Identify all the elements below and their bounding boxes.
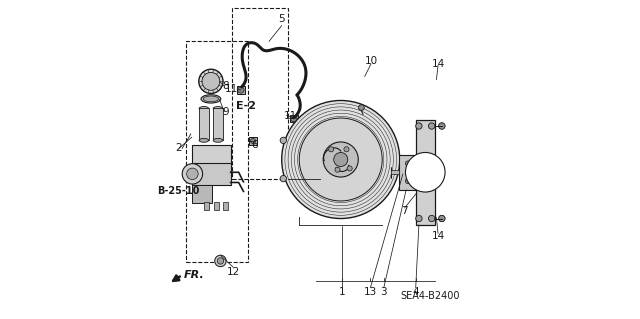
Circle shape <box>291 115 297 122</box>
Circle shape <box>438 123 445 129</box>
Bar <box>232 8 288 179</box>
Circle shape <box>344 147 349 152</box>
Bar <box>199 108 209 140</box>
Ellipse shape <box>204 96 218 102</box>
Circle shape <box>282 100 400 219</box>
Circle shape <box>405 178 410 183</box>
Circle shape <box>438 215 445 222</box>
Circle shape <box>347 166 352 171</box>
Circle shape <box>218 258 223 264</box>
Circle shape <box>416 215 422 222</box>
Circle shape <box>406 152 445 192</box>
Text: E-2: E-2 <box>236 101 256 111</box>
Circle shape <box>428 123 435 129</box>
Text: 14: 14 <box>431 231 445 241</box>
Text: 8: 8 <box>223 81 229 91</box>
Bar <box>186 41 248 262</box>
Bar <box>193 185 212 203</box>
Circle shape <box>199 69 223 93</box>
Circle shape <box>187 168 198 180</box>
Text: 10: 10 <box>364 56 378 66</box>
Ellipse shape <box>199 138 209 142</box>
Bar <box>193 145 230 166</box>
Circle shape <box>280 137 287 144</box>
Text: 3: 3 <box>381 287 387 297</box>
Text: 1: 1 <box>339 287 346 297</box>
Bar <box>223 202 228 210</box>
Text: SEA4-B2400: SEA4-B2400 <box>401 292 460 301</box>
Circle shape <box>215 255 226 267</box>
Bar <box>214 202 219 210</box>
Text: FR.: FR. <box>184 270 204 280</box>
Circle shape <box>438 123 445 129</box>
Circle shape <box>250 138 255 144</box>
Bar <box>248 137 257 145</box>
Circle shape <box>202 72 220 90</box>
Circle shape <box>358 105 364 110</box>
Circle shape <box>438 215 445 222</box>
Text: 5: 5 <box>278 14 285 24</box>
Circle shape <box>280 175 287 182</box>
Circle shape <box>237 87 244 93</box>
Text: 2: 2 <box>176 143 182 153</box>
Ellipse shape <box>199 107 209 110</box>
Text: 7: 7 <box>401 205 408 216</box>
Text: 6: 6 <box>252 140 258 150</box>
Bar <box>399 155 417 190</box>
Text: B-25-10: B-25-10 <box>157 186 199 197</box>
Text: 12: 12 <box>227 267 240 277</box>
Circle shape <box>335 167 340 172</box>
Text: 14: 14 <box>431 59 445 69</box>
Bar <box>290 115 298 122</box>
Bar <box>193 163 230 185</box>
Circle shape <box>328 147 333 152</box>
Text: 11: 11 <box>225 84 238 94</box>
Circle shape <box>428 215 435 222</box>
Circle shape <box>182 164 203 184</box>
Text: 13: 13 <box>364 287 377 297</box>
Bar <box>213 108 223 140</box>
FancyArrow shape <box>400 152 417 167</box>
Text: 9: 9 <box>223 107 229 117</box>
Circle shape <box>323 142 358 177</box>
Bar <box>419 165 425 179</box>
Ellipse shape <box>213 138 223 142</box>
Circle shape <box>405 161 410 166</box>
Circle shape <box>416 123 422 129</box>
Bar <box>416 120 435 225</box>
Text: 4: 4 <box>412 287 419 297</box>
Ellipse shape <box>213 107 223 110</box>
Circle shape <box>333 152 348 167</box>
Circle shape <box>300 118 382 201</box>
Bar <box>204 202 209 210</box>
Bar <box>237 86 244 94</box>
FancyArrow shape <box>391 167 399 178</box>
Text: 11: 11 <box>284 111 298 122</box>
Ellipse shape <box>201 95 221 103</box>
